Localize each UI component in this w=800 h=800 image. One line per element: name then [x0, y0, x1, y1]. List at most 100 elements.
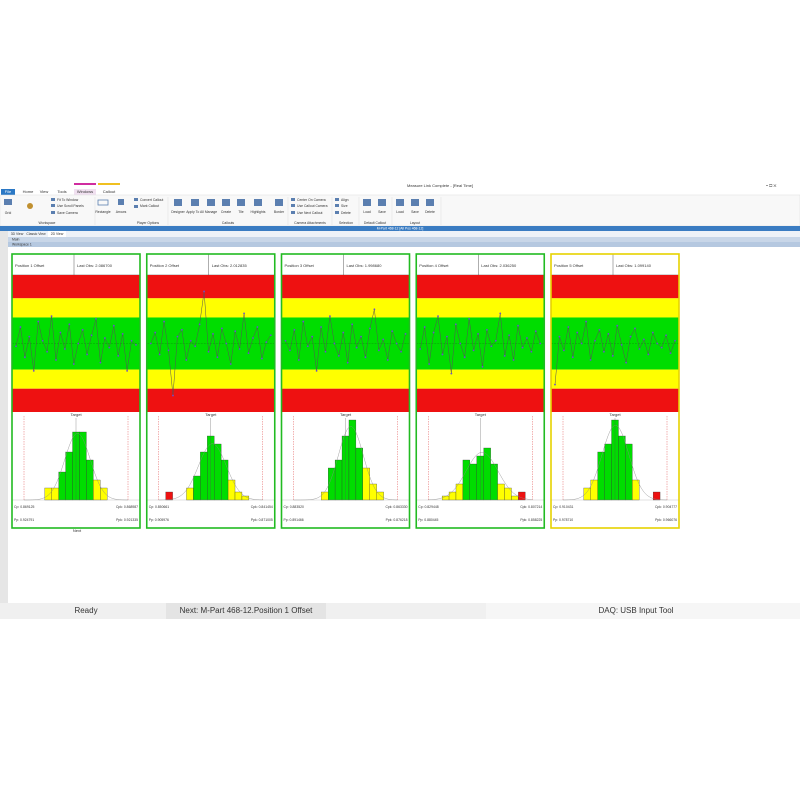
- data-point: [302, 320, 305, 323]
- ribbon-button[interactable]: Delete: [425, 210, 435, 214]
- stat: Ppk: 0.871005: [251, 518, 273, 522]
- ribbon-separators: [94, 197, 442, 225]
- data-point: [454, 323, 457, 326]
- document-title: M-Part 468-12 [All Pos 468-12]: [377, 226, 424, 230]
- ribbon-button[interactable]: Rectangle: [95, 210, 110, 214]
- data-point: [494, 339, 497, 342]
- ribbon-button[interactable]: Size: [341, 204, 348, 208]
- panel-border: [550, 253, 680, 529]
- active-tab: [48, 231, 66, 237]
- histogram-bar: [590, 479, 598, 501]
- ribbon-button[interactable]: Tile: [238, 210, 243, 214]
- ribbon-button[interactable]: Load: [363, 210, 371, 214]
- data-point: [669, 352, 672, 354]
- data-point: [149, 342, 152, 345]
- window-controls[interactable]: ⎯ ☐ ✕: [766, 183, 776, 188]
- data-point: [243, 312, 245, 315]
- ribbon-group: Default Callout: [364, 221, 386, 225]
- data-point: [477, 333, 479, 335]
- stat: Cp: 0.869125: [14, 505, 34, 509]
- ribbon-button[interactable]: Manage: [205, 210, 217, 214]
- stat: Cpk: 0.807214: [520, 505, 542, 509]
- tab[interactable]: File: [5, 189, 12, 194]
- doc-tab[interactable]: 3D View: [11, 232, 24, 236]
- control-band: [551, 388, 679, 412]
- histogram-bar: [44, 487, 52, 501]
- data-point: [355, 346, 358, 349]
- histogram-bar: [511, 495, 519, 501]
- data-point: [594, 339, 596, 342]
- data-point: [121, 333, 124, 335]
- ribbon-button[interactable]: Mark Callout: [140, 204, 159, 208]
- tab[interactable]: View: [40, 189, 49, 194]
- last-obs: Last Obs: 2.012835: [212, 263, 248, 268]
- histogram-bar: [376, 491, 384, 501]
- target-label: Target: [340, 412, 352, 417]
- stat: Cp: 0.829448: [418, 505, 438, 509]
- file-tab[interactable]: [1, 189, 15, 195]
- ribbon-button[interactable]: Create: [221, 210, 231, 214]
- control-band: [146, 275, 275, 299]
- histogram-bar: [79, 431, 87, 501]
- ribbon-button[interactable]: Delete: [341, 211, 351, 215]
- stat: Cp: 0.850661: [149, 505, 169, 509]
- ribbon-button[interactable]: Use Scroll Panels: [57, 204, 84, 208]
- ribbon-button[interactable]: Highlights: [251, 210, 266, 214]
- tree-item[interactable]: Workspace 1: [12, 242, 32, 246]
- ribbon-button[interactable]: Designer: [171, 210, 185, 214]
- data-point: [289, 349, 291, 352]
- ribbon-group: Workspace: [39, 221, 56, 225]
- control-band: [281, 369, 410, 389]
- ribbon-button[interactable]: Arrows: [116, 210, 127, 214]
- histogram-bar: [334, 459, 343, 501]
- ribbon-button[interactable]: Center On Camera: [297, 198, 326, 202]
- ribbon-button[interactable]: Load: [396, 210, 404, 214]
- spc-panel: Position 2 Offset Last Obs: 2.012835 Targe…: [145, 253, 276, 529]
- ribbon-button[interactable]: Apply To All: [186, 210, 204, 214]
- data-point: [77, 342, 80, 345]
- histogram-bar: [469, 463, 477, 501]
- data-point: [660, 346, 663, 349]
- ribbon-buttons: Grid Fit To Window Use Scroll Panels Sav…: [5, 198, 435, 215]
- data-point: [293, 328, 296, 331]
- ribbon-group: Layout: [410, 221, 420, 225]
- ribbon-button[interactable]: Save: [378, 210, 386, 214]
- data-point: [585, 320, 588, 323]
- control-band: [551, 369, 679, 389]
- data-point: [158, 353, 161, 356]
- data-point: [616, 324, 619, 327]
- control-band: [281, 388, 410, 412]
- data-point: [589, 359, 592, 361]
- data-point: [198, 323, 201, 326]
- panel-name: Position 5 Offset: [554, 263, 584, 268]
- data-point: [32, 370, 35, 372]
- stat: Cpk: 0.863330: [385, 505, 407, 509]
- ribbon-button[interactable]: Use Callout Camera: [297, 204, 328, 208]
- tab[interactable]: Windows: [77, 189, 93, 194]
- ribbon-button[interactable]: Save: [411, 210, 419, 214]
- ribbon-icons: [4, 198, 434, 214]
- histogram-bar: [490, 463, 498, 501]
- window-title: Measure Link Complete - [Real Time]: [407, 183, 473, 188]
- ribbon-button[interactable]: Use Next Callout: [297, 211, 322, 215]
- ribbon-button[interactable]: Border: [274, 210, 285, 214]
- ribbon-button[interactable]: Convert Callout: [140, 198, 163, 202]
- doc-tab[interactable]: 2D View: [51, 232, 64, 236]
- ribbon-button[interactable]: Save Camera: [57, 211, 78, 215]
- ribbon-button[interactable]: Align: [341, 198, 349, 202]
- tree-item[interactable]: Main: [12, 237, 19, 241]
- tab[interactable]: Tools: [57, 189, 66, 194]
- ribbon-button[interactable]: Grid: [5, 211, 12, 215]
- data-line: [554, 321, 676, 385]
- data-point: [207, 350, 210, 353]
- tab[interactable]: Home: [23, 189, 34, 194]
- ribbon-button[interactable]: Fit To Window: [57, 198, 79, 202]
- tab[interactable]: Callout: [103, 189, 116, 194]
- data-point: [320, 326, 322, 328]
- doc-tab[interactable]: Classic View: [26, 232, 46, 236]
- data-point: [23, 356, 26, 359]
- data-point: [651, 331, 654, 334]
- data-point: [337, 354, 340, 357]
- histogram-bar: [348, 419, 357, 501]
- panel-name: Position 1 Offset: [15, 263, 45, 268]
